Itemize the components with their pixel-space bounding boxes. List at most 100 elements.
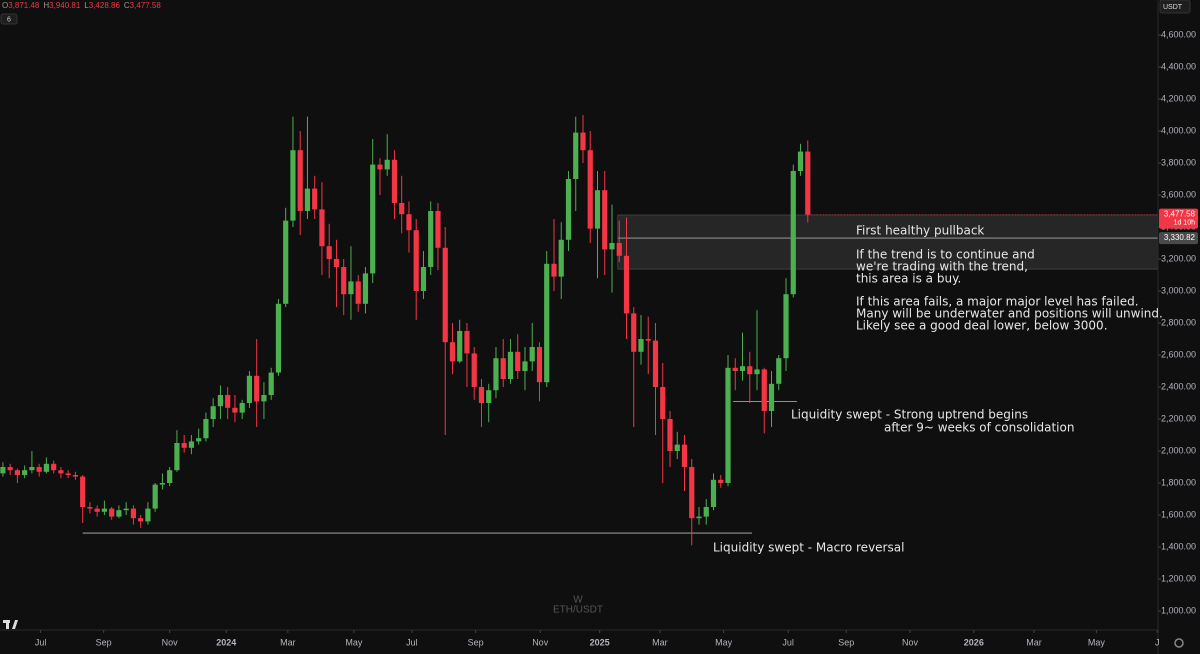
candle-body [442,247,448,343]
candle-body [558,239,564,277]
candle-body [739,366,746,371]
settings-button[interactable] [1174,638,1184,648]
candle-body [297,150,303,211]
candle-body [449,342,456,362]
candle-body [602,190,608,250]
candle-body [123,508,129,511]
candle-body [377,164,383,170]
x-tick-label: May [345,637,363,647]
candle-body [747,366,753,375]
x-tick-label: Sep [468,637,484,647]
candle-body [65,473,71,475]
y-tick-label: 2,600.00 [1161,349,1196,359]
y-tick-label: 3,600.00 [1161,189,1196,199]
ohlc-key: O [2,1,8,10]
y-tick-label: 2,200.00 [1161,413,1196,423]
currency: USDT [1163,4,1183,11]
candle-body [406,214,412,231]
level-price-tag [1159,232,1198,245]
x-tick-label: Nov [532,637,549,647]
candle-body [174,443,180,471]
x-tick-label: Mar [1026,637,1042,647]
candle-body [616,243,622,256]
candle-body [536,347,543,383]
candle-body [22,470,28,475]
annotation: we're trading with the trend, [856,260,1028,274]
annotation: First healthy pullback [856,224,984,238]
annotation: this area is a buy. [856,272,961,286]
ohlc-key: H [43,1,49,10]
candle-body [478,387,485,403]
candle-body [696,516,702,519]
x-tick-label: Sep [96,637,112,647]
candle-body [217,395,224,407]
y-tick-label: 1,400.00 [1161,541,1196,551]
indicator-badge[interactable] [0,13,18,25]
candle-body [594,190,601,229]
y-tick-label: 2,000.00 [1161,445,1196,455]
y-tick-label: 1,200.00 [1161,573,1196,583]
y-tick-label: 3,000.00 [1161,285,1196,295]
candle-body [725,367,731,483]
candle-body [7,467,13,471]
candle-body [290,150,296,221]
candle-body [645,339,651,341]
candle-body [703,507,709,517]
currency-button[interactable] [1159,0,1191,14]
candle-body [341,267,347,295]
x-tick-label: 2026 [964,637,984,647]
x-tick-label: J [1155,637,1160,647]
candle-body [413,230,419,291]
candle-body [710,479,717,507]
candle-body [384,159,390,170]
candle-body [239,403,245,413]
candle-body [399,203,405,215]
last-price-label: 3,477.58 [1164,210,1196,219]
level-price-label: 3,330.82 [1164,233,1196,242]
x-tick-label: Mar [652,637,668,647]
candle-body [761,369,767,411]
candle-body [188,441,195,448]
x-tick-label: Sep [838,637,854,647]
candle-body [471,353,477,387]
candle-body [246,375,253,403]
candle-body [544,263,550,383]
y-tick-label: 4,200.00 [1161,93,1196,103]
candle-body [145,508,151,522]
candle-body [500,358,506,379]
candle-body [790,171,796,295]
y-tick-label: 1,800.00 [1161,477,1196,487]
candle-body [623,255,630,314]
candle-body [515,351,521,371]
candle-body [609,243,615,250]
candle-body [732,367,738,371]
candle-body [181,443,187,448]
candle-body [370,164,376,274]
ohlc-value: 3,940.81 [49,1,81,10]
candle-body [660,387,666,419]
candle-body [573,132,579,179]
logo [3,620,18,629]
candle-body [486,390,492,403]
candle-body [631,313,637,352]
ohlc-header: O3,871.48 H3,940.81 L3,428.86 C3,477.58 [2,1,161,10]
candle-body [196,438,202,442]
annotation: Many will be underwater and positions wi… [856,307,1163,321]
ohlc-value: 3,477.58 [130,1,162,10]
candle-body [718,479,724,483]
candle-body [333,259,340,267]
candle-body [529,347,535,362]
candle-body [283,220,289,304]
candle-body [210,406,216,419]
annotation: after 9~ weeks of consolidation [884,421,1074,435]
candle-body [138,518,144,522]
last-price-tag [1159,208,1198,229]
x-tick-label: Nov [162,637,179,647]
candle-body [225,395,231,408]
candle-body [167,470,173,483]
candle-body [254,375,260,402]
y-tick-label: 4,400.00 [1161,61,1196,71]
candle-body [312,188,318,210]
